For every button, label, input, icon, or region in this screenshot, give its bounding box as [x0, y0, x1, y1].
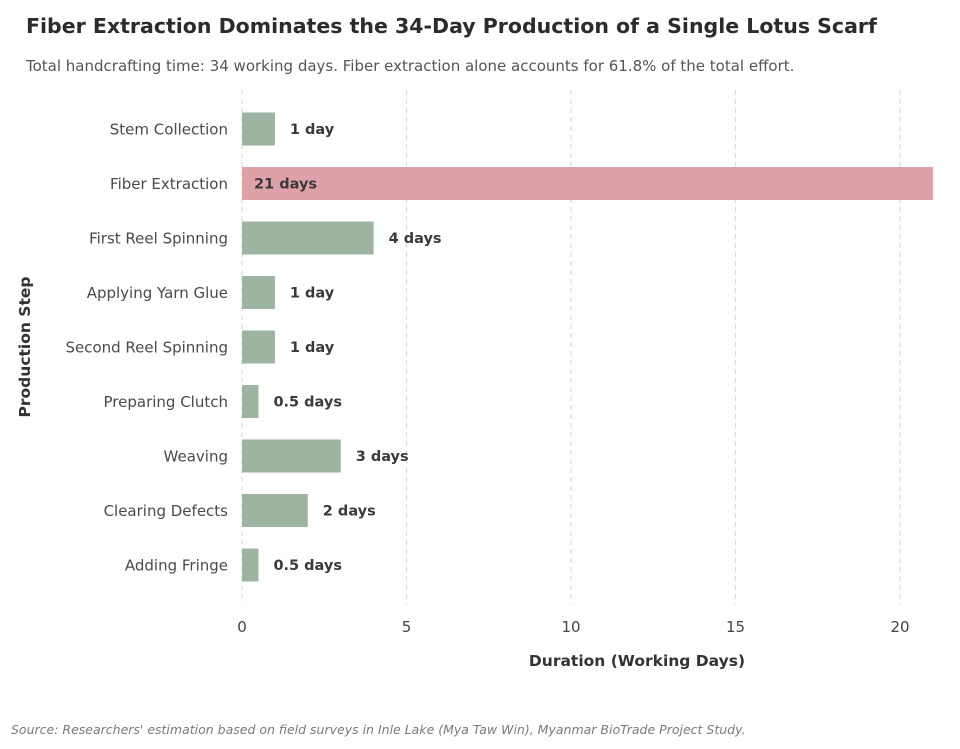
category-label: First Reel Spinning: [89, 230, 228, 248]
value-labels: 1 day 21 days 4 days 1 day 1 day 0.5 days 3 da…: [254, 122, 442, 574]
category-label: Fiber Extraction: [110, 175, 228, 193]
bar-second-reel-spinning: [242, 330, 275, 364]
bar-weaving: [242, 439, 341, 473]
category-label: Preparing Clutch: [104, 393, 228, 411]
chart-subtitle: Total handcrafting time: 34 working days…: [26, 57, 795, 75]
y-axis-title: Production Step: [16, 277, 34, 418]
category-label: Clearing Defects: [104, 502, 229, 520]
value-label: 0.5 days: [273, 558, 342, 574]
bar-preparing-clutch: [242, 385, 259, 418]
value-label: 1 day: [290, 340, 335, 356]
bars: [242, 112, 933, 582]
value-label: 0.5 days: [273, 395, 342, 411]
source-note: Source: Researchers' estimation based on…: [11, 722, 746, 737]
category-label: Applying Yarn Glue: [87, 284, 228, 302]
value-label: 21 days: [254, 177, 317, 193]
x-tick-label: 15: [726, 618, 745, 636]
bar-fiber-extraction: [242, 167, 933, 200]
bar-applying-yarn-glue: [242, 276, 275, 309]
value-label: 2 days: [323, 504, 376, 520]
x-axis-title: Duration (Working Days): [529, 652, 745, 670]
value-label: 3 days: [356, 449, 409, 465]
bar-clearing-defects: [242, 494, 308, 527]
value-label: 1 day: [290, 122, 335, 138]
x-tick-labels: 0 5 10 15 20: [237, 618, 909, 636]
bar-first-reel-spinning: [242, 221, 374, 255]
bar-stem-collection: [242, 112, 275, 146]
category-label: Second Reel Spinning: [65, 339, 228, 357]
x-tick-label: 0: [237, 618, 247, 636]
x-tick-label: 20: [890, 618, 909, 636]
value-label: 1 day: [290, 286, 335, 302]
category-labels: Stem Collection Fiber Extraction First Ree…: [65, 121, 228, 575]
chart-title: Fiber Extraction Dominates the 34-Day Pr…: [26, 14, 877, 38]
category-label: Weaving: [164, 448, 228, 466]
x-tick-label: 10: [561, 618, 580, 636]
category-label: Stem Collection: [110, 121, 228, 139]
x-tick-label: 5: [402, 618, 412, 636]
value-label: 4 days: [389, 231, 442, 247]
category-label: Adding Fringe: [125, 557, 228, 575]
bar-adding-fringe: [242, 548, 259, 582]
